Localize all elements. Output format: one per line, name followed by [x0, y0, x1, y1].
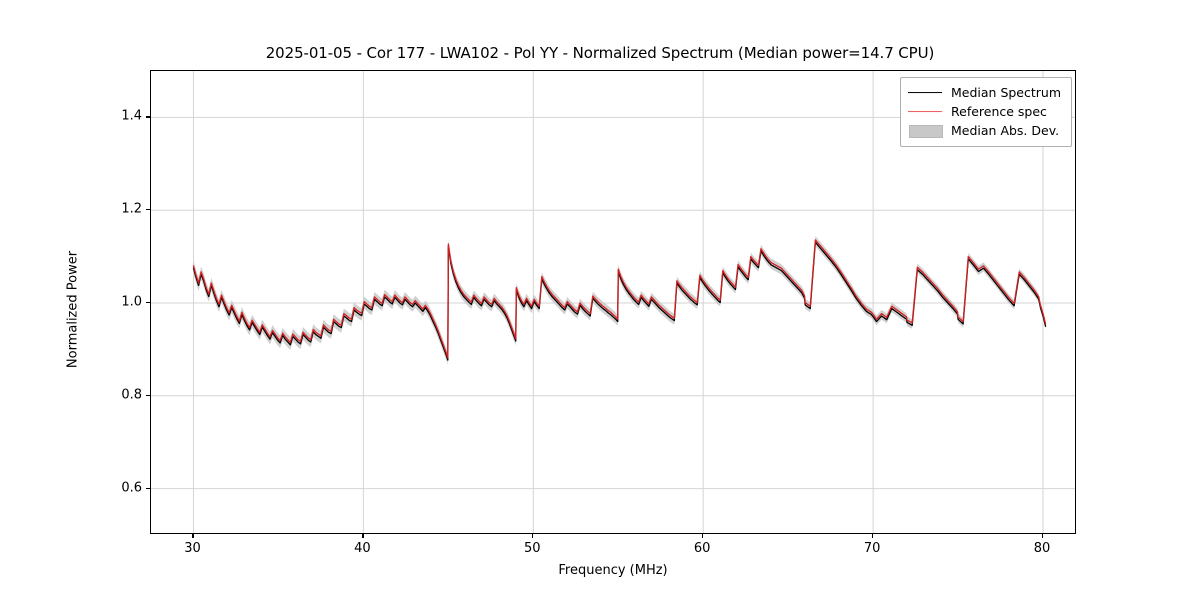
- y-tick-mark: [146, 209, 150, 211]
- x-tick-label: 80: [1033, 541, 1051, 556]
- legend-item[interactable]: Median Spectrum: [908, 83, 1064, 102]
- legend-patch-swatch: [908, 124, 943, 138]
- x-tick-label: 50: [524, 541, 541, 556]
- x-tick-label: 30: [184, 541, 201, 556]
- legend-label: Reference spec: [951, 104, 1047, 119]
- x-tick-label: 40: [354, 541, 371, 556]
- x-axis-label: Frequency (MHz): [558, 563, 668, 578]
- x-tick-label: 60: [693, 541, 711, 556]
- legend-line-swatch: [908, 86, 942, 99]
- legend-line-swatch: [908, 105, 942, 118]
- legend-swatch-fill: [908, 91, 942, 94]
- x-tick-mark: [1042, 534, 1044, 538]
- legend-item[interactable]: Median Abs. Dev.: [908, 121, 1064, 140]
- y-axis-label: Normalized Power: [65, 250, 81, 369]
- x-tick-mark: [872, 534, 874, 538]
- median-spectrum-line: [192, 241, 1047, 361]
- legend-swatch-fill: [909, 125, 943, 138]
- spectrum-plot: [151, 71, 1075, 533]
- legend-swatch-fill: [908, 110, 942, 113]
- y-tick-mark: [146, 394, 150, 396]
- plot-area: [150, 70, 1076, 534]
- y-tick-mark: [146, 116, 150, 118]
- x-tick-mark: [362, 534, 364, 538]
- y-tick-label: 1.4: [121, 108, 142, 124]
- y-tick-mark: [146, 487, 150, 489]
- legend-label: Median Abs. Dev.: [951, 123, 1060, 138]
- legend-label: Median Spectrum: [951, 85, 1062, 100]
- y-tick-label: 0.6: [121, 480, 142, 496]
- y-tick-mark: [146, 302, 150, 304]
- y-tick-label: 0.8: [121, 387, 142, 403]
- x-tick-mark: [532, 534, 534, 538]
- y-tick-label: 1.2: [121, 201, 142, 217]
- legend: Median Spectrum Reference spec Median Abs.…: [900, 77, 1072, 147]
- x-tick-mark: [192, 534, 194, 538]
- page-title: 2025-01-05 - Cor 177 - LWA102 - Pol YY -…: [265, 44, 935, 62]
- x-tick-mark: [702, 534, 704, 538]
- y-tick-label: 1.0: [121, 294, 142, 310]
- x-tick-label: 70: [863, 541, 881, 556]
- median-abs-dev-band: [193, 235, 1046, 365]
- reference-spec-line: [192, 239, 1047, 359]
- legend-item[interactable]: Reference spec: [908, 102, 1064, 121]
